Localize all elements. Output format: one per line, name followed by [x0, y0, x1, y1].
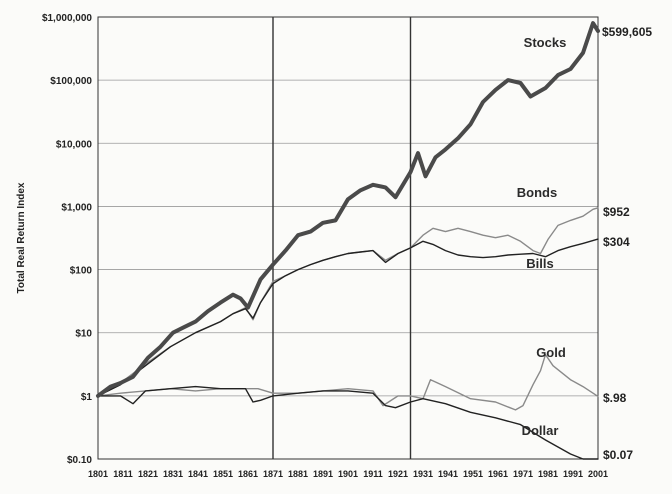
x-tick-label: 1921 — [388, 469, 408, 479]
end-value-dollar: $0.07 — [603, 448, 633, 462]
x-tick-label: 1881 — [288, 469, 308, 479]
series-labels: Stocks $599,605 Bonds $952 Bills $304 Gold $.98… — [517, 25, 653, 462]
series-line-gold — [97, 353, 599, 411]
x-tick-label: 1911 — [363, 469, 383, 479]
x-tick-label: 1931 — [413, 469, 433, 479]
y-tick-label: $1 — [81, 392, 93, 403]
x-tick-label: 1961 — [488, 469, 508, 479]
vertical-markers — [272, 17, 412, 459]
y-tick-label: $100,000 — [50, 76, 92, 87]
y-tick-label: $100 — [70, 266, 93, 277]
series-name-gold: Gold — [536, 345, 566, 360]
y-tick-label: $10 — [75, 329, 92, 340]
x-tick-label: 1981 — [538, 469, 558, 479]
y-axis-label: Total Real Return Index — [16, 182, 27, 293]
y-tick-label: $0.10 — [67, 455, 92, 466]
plot-frame — [97, 16, 599, 460]
x-tick-label: 1871 — [263, 469, 283, 479]
x-tick-label: 1861 — [238, 469, 258, 479]
series-name-bills: Bills — [526, 256, 553, 271]
x-tick-label: 1851 — [213, 469, 233, 479]
end-value-stocks: $599,605 — [602, 25, 652, 39]
tick-labels: $0.10 $1 $10 $100 $1,000 $10,000 $100,000 $1,00… — [42, 13, 608, 479]
x-tick-label: 1991 — [563, 469, 583, 479]
series-name-dollar: Dollar — [522, 423, 559, 438]
x-tick-label: 1821 — [138, 469, 158, 479]
x-tick-label: 1801 — [88, 469, 108, 479]
series-line-stocks — [96, 21, 600, 398]
end-value-gold: $.98 — [603, 391, 627, 405]
series-name-stocks: Stocks — [524, 35, 567, 50]
y-tick-label: $1,000 — [61, 202, 92, 213]
x-tick-label: 1901 — [338, 469, 358, 479]
x-tick-label: 1891 — [313, 469, 333, 479]
x-tick-label: 1971 — [513, 469, 533, 479]
end-value-bills: $304 — [603, 235, 630, 249]
y-tick-label: $10,000 — [56, 139, 93, 150]
x-tick-label: 1831 — [163, 469, 183, 479]
x-tick-label: 1951 — [463, 469, 483, 479]
x-tick-label: 1941 — [438, 469, 458, 479]
series-layer — [96, 21, 600, 460]
x-tick-label: 1811 — [113, 469, 133, 479]
end-value-bonds: $952 — [603, 205, 630, 219]
grid-layer — [98, 16, 598, 460]
x-tick-label: 2001 — [588, 469, 608, 479]
series-line-bills — [97, 238, 599, 397]
series-line-dollar — [97, 385, 599, 460]
series-name-bonds: Bonds — [517, 185, 557, 200]
y-tick-label: $1,000,000 — [42, 13, 92, 24]
x-tick-label: 1841 — [188, 469, 208, 479]
series-line-bonds — [97, 207, 599, 397]
